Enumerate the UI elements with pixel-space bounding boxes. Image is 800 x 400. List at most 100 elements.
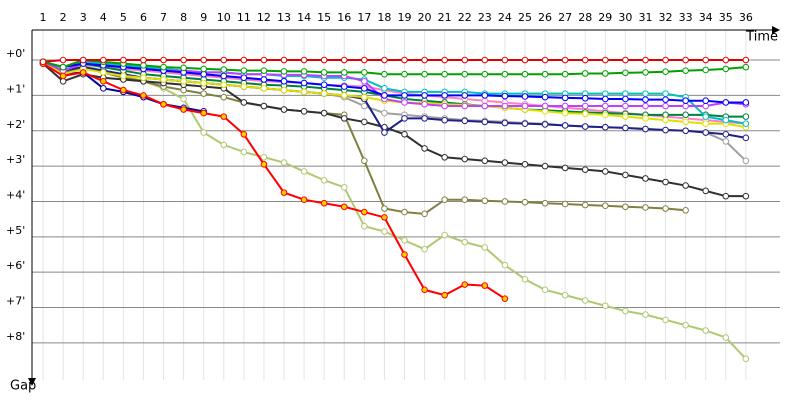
point xyxy=(682,207,689,214)
point xyxy=(441,291,448,299)
point xyxy=(601,168,609,175)
point xyxy=(481,197,489,205)
series-line xyxy=(42,59,746,63)
point xyxy=(441,102,448,110)
point xyxy=(581,102,589,110)
point xyxy=(581,123,589,130)
point xyxy=(361,157,368,165)
point xyxy=(541,93,549,101)
point xyxy=(441,116,448,124)
point xyxy=(662,102,669,110)
point xyxy=(260,153,268,161)
point xyxy=(622,113,629,120)
x-tick-label: 3 xyxy=(80,11,87,24)
x-axis-arrow xyxy=(772,26,780,34)
point xyxy=(702,113,710,120)
point xyxy=(521,70,529,78)
point xyxy=(280,56,288,64)
y-axis-title: Gap xyxy=(10,379,36,394)
point xyxy=(381,228,388,235)
point xyxy=(59,77,67,85)
point xyxy=(421,92,428,99)
point xyxy=(140,56,147,64)
point xyxy=(662,178,669,186)
point xyxy=(240,148,248,156)
point xyxy=(501,102,509,110)
point xyxy=(361,93,368,101)
x-tick-label: 19 xyxy=(397,11,411,24)
point xyxy=(401,237,408,244)
x-tick-label: 13 xyxy=(277,11,291,24)
point xyxy=(99,56,107,64)
point xyxy=(622,56,629,64)
series-line xyxy=(42,62,746,198)
x-tick-label: 14 xyxy=(297,11,311,24)
point xyxy=(601,95,609,103)
x-tick-label: 7 xyxy=(160,11,167,24)
point xyxy=(421,210,428,218)
point xyxy=(581,94,589,102)
point xyxy=(401,56,408,64)
point xyxy=(421,115,428,122)
point xyxy=(581,56,589,64)
y-tick-label: +2' xyxy=(6,118,25,131)
point xyxy=(481,56,489,64)
point xyxy=(180,64,187,72)
point xyxy=(361,56,368,64)
point xyxy=(501,295,509,302)
point xyxy=(200,65,207,73)
point xyxy=(601,302,609,310)
point xyxy=(461,102,469,110)
point xyxy=(240,56,248,64)
point xyxy=(642,96,649,103)
point xyxy=(702,120,710,127)
point xyxy=(481,70,489,78)
point xyxy=(722,334,730,341)
point xyxy=(702,187,710,195)
point xyxy=(622,171,629,179)
x-tick-label: 25 xyxy=(518,11,532,24)
point xyxy=(361,85,368,92)
point xyxy=(682,97,689,105)
point xyxy=(160,76,167,83)
point xyxy=(140,74,147,82)
x-tick-label: 29 xyxy=(598,11,612,24)
point xyxy=(481,157,489,165)
point xyxy=(702,56,710,64)
point xyxy=(662,90,669,97)
point xyxy=(461,155,469,163)
point xyxy=(441,56,448,64)
point xyxy=(541,108,549,115)
point xyxy=(140,92,147,99)
point xyxy=(722,99,730,106)
point xyxy=(742,355,750,363)
x-tick-label: 33 xyxy=(679,11,693,24)
point xyxy=(381,92,388,99)
point xyxy=(320,81,328,89)
x-tick-label: 32 xyxy=(659,11,673,24)
point xyxy=(99,69,107,76)
point xyxy=(642,102,649,110)
point xyxy=(622,124,629,132)
point xyxy=(682,102,689,110)
point xyxy=(200,90,207,97)
point xyxy=(561,291,569,299)
point xyxy=(361,222,368,230)
point xyxy=(361,77,368,85)
point xyxy=(140,62,147,69)
point xyxy=(622,102,629,110)
point xyxy=(120,56,127,64)
point xyxy=(481,244,489,251)
point xyxy=(260,67,268,74)
point xyxy=(320,90,328,97)
point xyxy=(601,56,609,64)
point xyxy=(742,120,750,127)
point xyxy=(401,99,408,106)
point xyxy=(300,196,308,203)
point xyxy=(682,67,689,74)
point xyxy=(381,70,388,78)
point xyxy=(702,97,710,105)
point xyxy=(401,251,408,258)
x-tick-label: 11 xyxy=(237,11,251,24)
x-tick-label: 35 xyxy=(719,11,733,24)
